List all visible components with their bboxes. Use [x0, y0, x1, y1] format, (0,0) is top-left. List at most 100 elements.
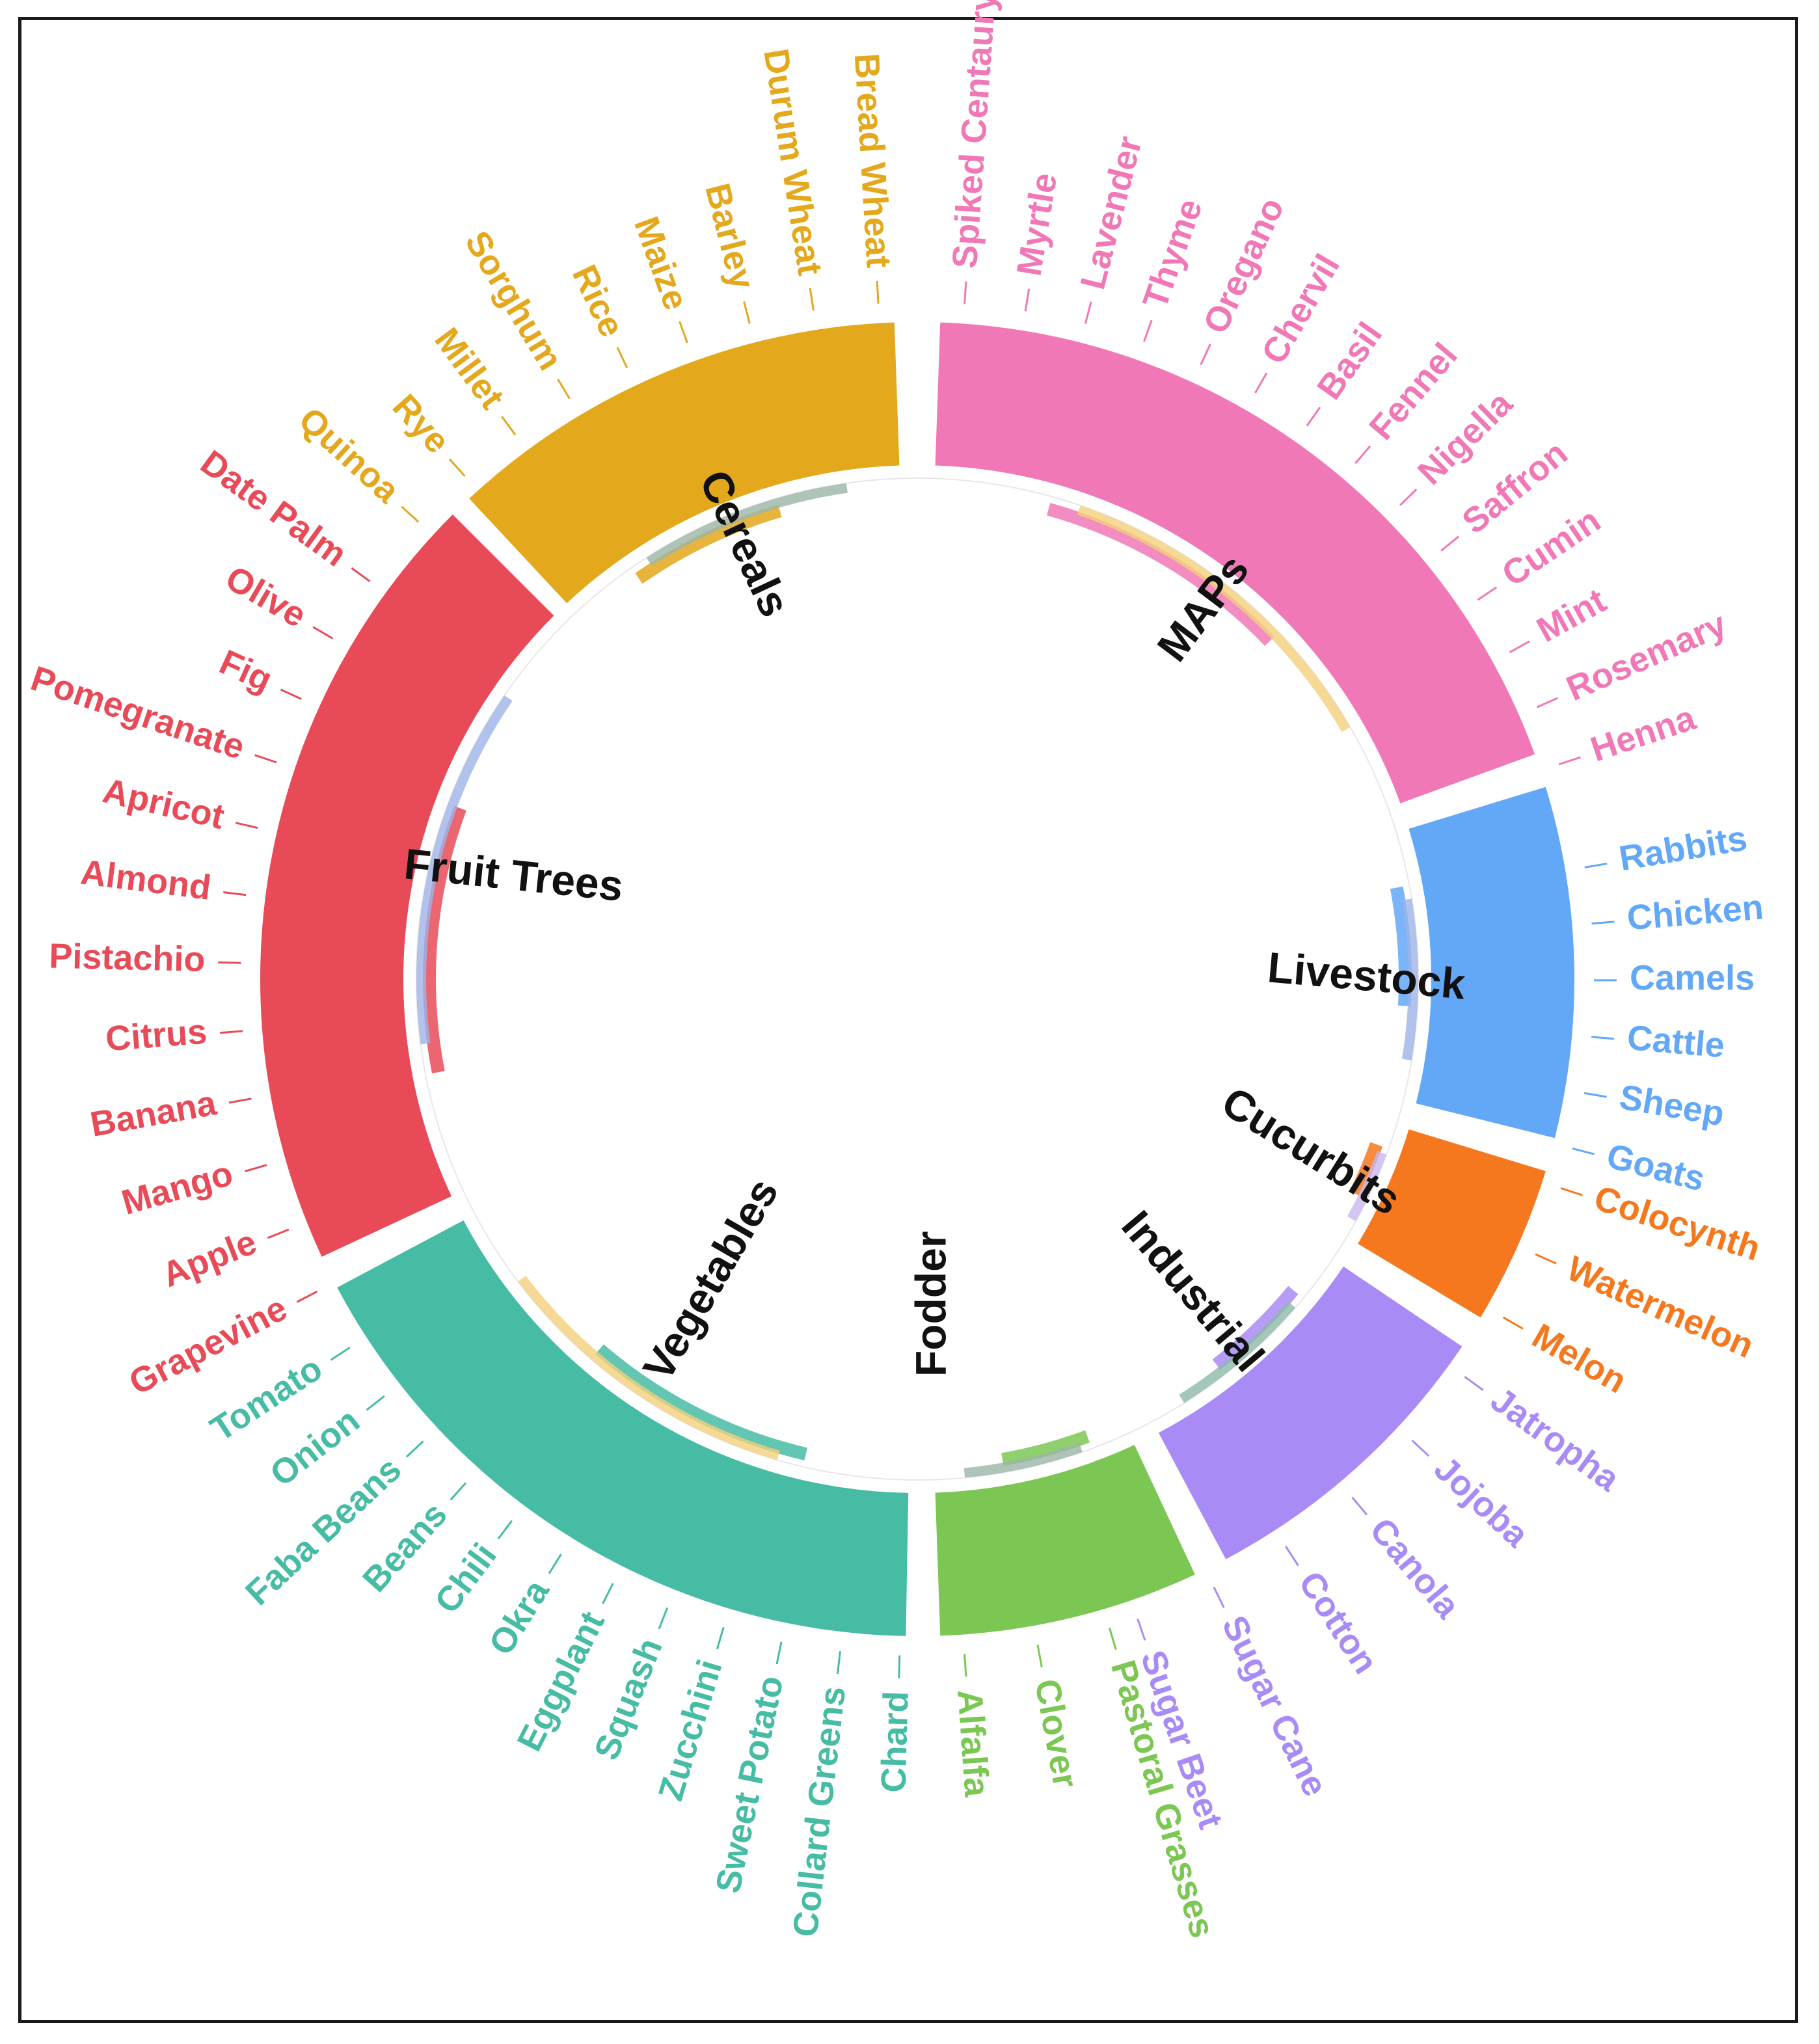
tick-banana: [228, 1097, 252, 1104]
item-label-sweet-potato: Sweet Potato: [708, 1673, 791, 1896]
tick-onion: [366, 1395, 385, 1411]
item-label-rice: Rice: [565, 259, 632, 343]
tick-pomegranate: [254, 754, 277, 764]
tick-collard-greens: [836, 1651, 841, 1674]
item-label-millet: Millet: [427, 321, 511, 416]
tick-rosemary: [1536, 697, 1558, 708]
segment-livestock: [1408, 787, 1575, 1138]
tick-date-palm: [351, 567, 371, 582]
tick-oregano: [1200, 343, 1211, 366]
tick-beans: [450, 1482, 467, 1501]
item-label-sheep: Sheep: [1617, 1077, 1727, 1133]
tick-goats: [1572, 1147, 1595, 1155]
tick-henna: [1558, 756, 1581, 766]
item-label-barley: Barley: [697, 180, 762, 293]
tick-sheep: [1583, 1092, 1607, 1098]
item-label-basil: Basil: [1310, 316, 1390, 407]
tick-sorghum: [557, 379, 571, 399]
inner-strip-accent-cereals: [646, 483, 848, 567]
tick-rye: [448, 458, 466, 477]
tick-quinoa: [401, 505, 420, 523]
segment-cucurbits: [1358, 1129, 1546, 1318]
tick-olive: [312, 626, 334, 639]
tick-millet: [501, 416, 517, 436]
item-label-rye: Rye: [385, 387, 457, 461]
inner-strip-cucurbits: [1349, 1142, 1383, 1197]
tick-fig: [280, 688, 302, 700]
tick-sweet-potato: [775, 1641, 783, 1665]
tick-chervil: [1254, 372, 1268, 394]
item-label-mint: Mint: [1530, 581, 1612, 650]
item-label-pistachio: Pistachio: [49, 937, 206, 980]
tick-chili: [497, 1520, 513, 1540]
segment-industrial: [1158, 1266, 1462, 1559]
tick-basil: [1306, 407, 1321, 427]
tick-layer: [218, 280, 1617, 1678]
item-label-squash: Squash: [587, 1633, 670, 1765]
item-label-olive: Olive: [219, 558, 313, 635]
inner-strip-cereals: [635, 504, 782, 584]
item-label-apple: Apple: [157, 1222, 262, 1295]
inner-strip-fodder: [1001, 1430, 1090, 1466]
tick-eggplant: [602, 1583, 614, 1604]
tick-clover: [1036, 1645, 1043, 1668]
tick-apricot: [235, 822, 258, 829]
item-label-banana: Banana: [87, 1083, 220, 1144]
tick-sugar-cane: [1213, 1587, 1225, 1608]
item-label-henna: Henna: [1586, 698, 1701, 770]
item-label-okra: Okra: [481, 1572, 557, 1661]
item-label-zucchini: Zucchini: [651, 1656, 730, 1805]
item-label-sugar-cane: Sugar Cane: [1214, 1609, 1334, 1802]
inner-strip-accent-fruit_trees: [416, 695, 513, 1045]
tick-lavender: [1084, 301, 1092, 324]
inner-strip-accent-industrial: [1179, 1301, 1296, 1403]
item-label-canola: Canola: [1362, 1511, 1468, 1626]
tick-apple: [267, 1228, 290, 1239]
tick-saffron: [1440, 535, 1460, 552]
tick-sugar-beet: [1137, 1618, 1146, 1641]
tick-watermelon: [1535, 1253, 1557, 1265]
tick-cattle: [1591, 1036, 1615, 1040]
tick-durum-wheat: [809, 288, 815, 311]
segment-fodder: [935, 1444, 1195, 1636]
tick-rabbits: [1584, 863, 1608, 868]
segment-fruit_trees: [260, 514, 554, 1257]
tick-mint: [1509, 640, 1530, 653]
tick-pastoral-grasses: [1108, 1627, 1117, 1650]
item-label-spiked-centaury: Spiked Centaury: [945, 0, 1004, 269]
inner-strip-fruit_trees: [423, 805, 466, 1074]
tick-colocynth: [1560, 1187, 1583, 1196]
tick-myrtle: [1024, 288, 1031, 312]
tick-cotton: [1285, 1546, 1299, 1567]
segment-maps: [935, 322, 1535, 803]
tick-jojoba: [1411, 1440, 1430, 1457]
item-label-durum-wheat: Durum Wheat: [756, 46, 829, 278]
item-label-almond: Almond: [79, 853, 213, 908]
item-label-chicken: Chicken: [1626, 887, 1765, 937]
item-label-fig: Fig: [214, 642, 278, 699]
inner-strip-maps: [1047, 502, 1274, 646]
tick-okra: [548, 1553, 562, 1574]
item-label-maize: Maize: [627, 211, 695, 315]
group-label-industrial: Industrial: [1112, 1202, 1274, 1380]
item-label-citrus: Citrus: [104, 1012, 208, 1059]
tick-squash: [658, 1607, 669, 1630]
segment-vegetables: [337, 1220, 909, 1636]
tick-canola: [1351, 1496, 1368, 1516]
tick-cumin: [1477, 586, 1498, 601]
tick-jatropha: [1464, 1376, 1484, 1392]
inner-strip-accent-fodder: [963, 1442, 1083, 1478]
tick-maize: [679, 321, 688, 343]
item-label-cattle: Cattle: [1626, 1018, 1727, 1066]
tick-pistachio: [218, 961, 241, 964]
tick-thyme: [1143, 319, 1153, 342]
tick-mango: [244, 1164, 267, 1172]
inner-strip-accent-livestock: [1401, 898, 1418, 1061]
item-label-camels: Camels: [1630, 958, 1755, 997]
item-label-chili: Chili: [427, 1536, 504, 1620]
item-label-thyme: Thyme: [1135, 194, 1210, 314]
item-label-rabbits: Rabbits: [1616, 818, 1749, 878]
inner-strip-accent-cucurbits: [1347, 1151, 1387, 1222]
tick-melon: [1502, 1316, 1524, 1330]
item-label-apricot: Apricot: [100, 771, 228, 837]
